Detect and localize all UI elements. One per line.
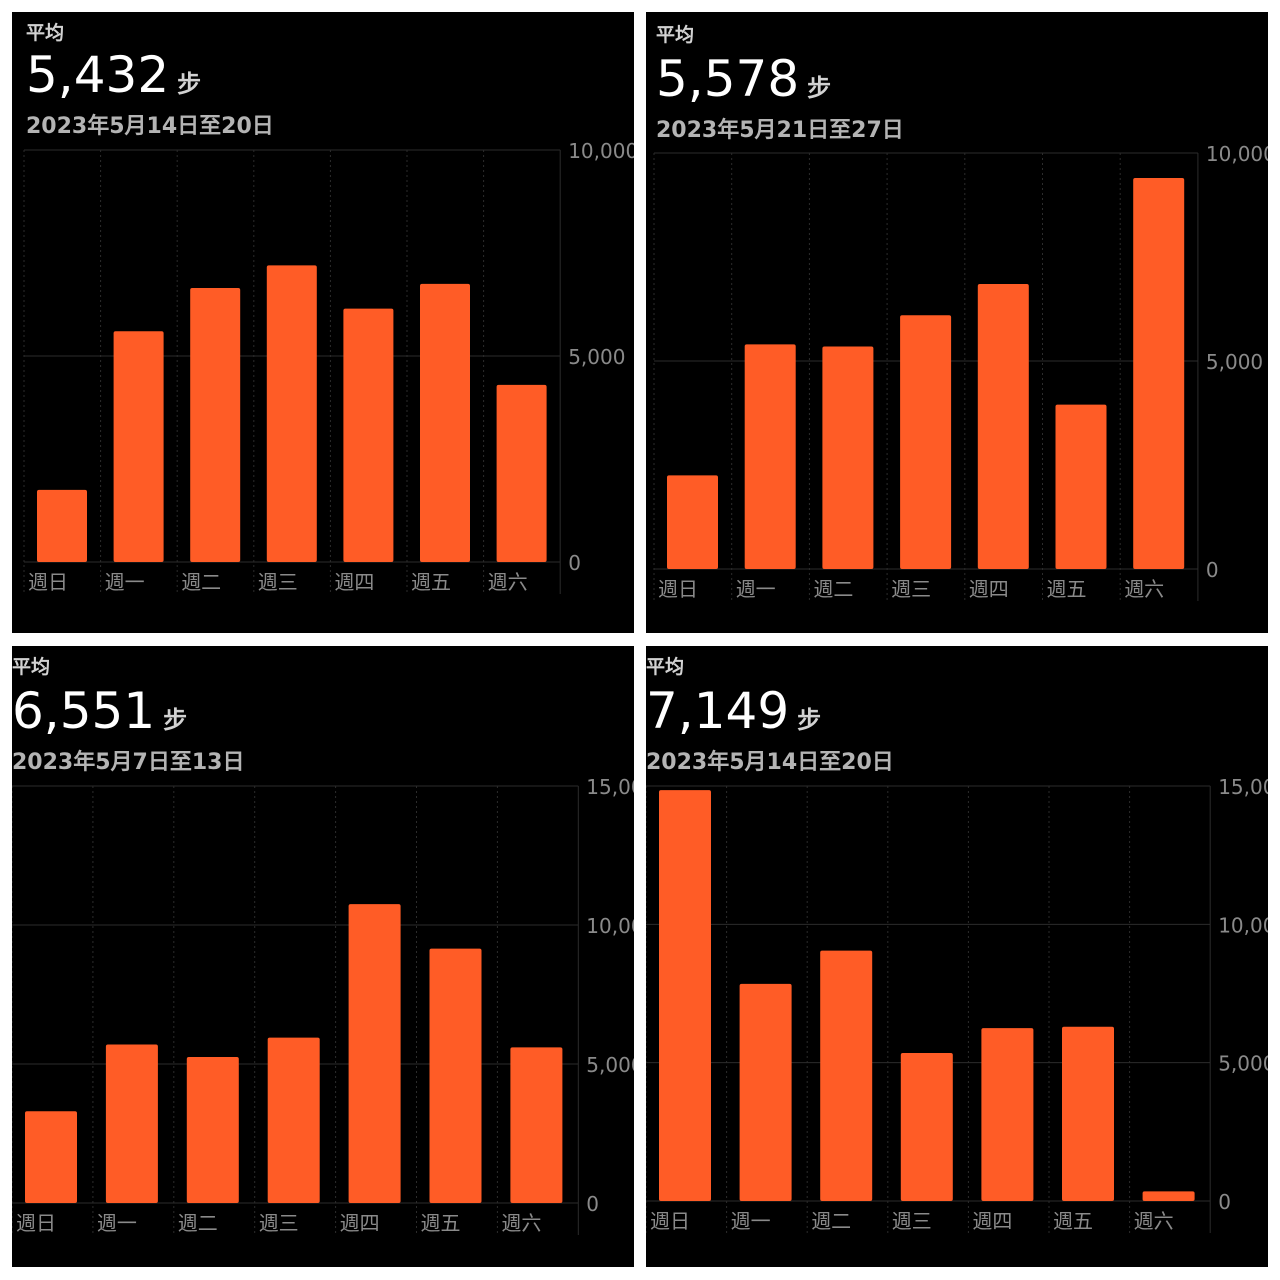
y-tick-label: 10,000 — [1218, 913, 1268, 937]
bar-chart: 0 5,000 10,000 15,000 週日 週一 週二 週三 週四 週五 週六 — [646, 775, 1268, 1233]
bar — [900, 1052, 953, 1201]
x-tick-label: 週二 — [813, 577, 853, 601]
bar — [1142, 1191, 1195, 1201]
bar — [1133, 177, 1185, 569]
x-tick-label: 週五 — [1047, 577, 1087, 601]
x-tick-label: 週日 — [658, 577, 698, 601]
x-tick-label: 週四 — [969, 577, 1009, 601]
x-tick-label: 週一 — [736, 577, 776, 601]
average-label: 平均 — [656, 24, 695, 46]
x-tick-label: 週四 — [340, 1211, 380, 1235]
y-tick-label: 10,000 — [1206, 142, 1268, 166]
y-tick-label: 0 — [1218, 1190, 1231, 1214]
x-tick-label: 週二 — [811, 1209, 851, 1233]
bar — [900, 315, 952, 569]
bar — [820, 950, 873, 1201]
bar — [113, 331, 164, 562]
y-tick-label: 0 — [568, 551, 581, 575]
bar — [190, 288, 241, 562]
y-tick-label: 10,000 — [586, 914, 634, 938]
y-tick-label: 10,000 — [568, 139, 634, 163]
average-number: 5,578 — [656, 50, 800, 108]
bar — [744, 344, 796, 569]
y-tick-label: 5,000 — [1206, 350, 1263, 374]
x-tick-label: 週一 — [97, 1211, 137, 1235]
bar — [37, 489, 87, 562]
average-value: 5,578 步 — [656, 54, 831, 104]
x-tick-label: 週日 — [650, 1209, 690, 1233]
y-tick-label: 15,000 — [586, 775, 634, 799]
x-tick-label: 週一 — [731, 1209, 771, 1233]
bar — [343, 308, 394, 562]
y-tick-label: 5,000 — [568, 345, 625, 369]
average-unit: 步 — [797, 706, 822, 734]
x-tick-label: 週六 — [1124, 577, 1164, 601]
y-tick-label: 5,000 — [1218, 1052, 1268, 1076]
bar — [822, 346, 874, 569]
x-tick-label: 週日 — [16, 1211, 56, 1235]
bar — [739, 983, 792, 1201]
average-number: 5,432 — [26, 46, 170, 104]
bar — [981, 1028, 1034, 1201]
bar — [659, 790, 711, 1201]
x-tick-label: 週六 — [1134, 1209, 1174, 1233]
bar — [1062, 1026, 1114, 1201]
x-tick-label: 週三 — [259, 1211, 299, 1235]
date-range: 2023年5月21日至27日 — [656, 118, 904, 143]
bar — [186, 1057, 239, 1203]
bar — [510, 1047, 563, 1203]
bar — [348, 904, 401, 1203]
bar — [105, 1044, 158, 1203]
x-tick-label: 週日 — [28, 570, 68, 594]
average-label: 平均 — [12, 656, 51, 678]
average-value: 7,149 步 — [646, 686, 821, 736]
x-tick-label: 週三 — [891, 577, 931, 601]
x-tick-label: 週五 — [421, 1211, 461, 1235]
x-tick-label: 週一 — [105, 570, 145, 594]
x-tick-label: 週三 — [892, 1209, 932, 1233]
bar — [267, 1037, 320, 1203]
average-number: 6,551 — [12, 682, 156, 740]
x-tick-label: 週五 — [1053, 1209, 1093, 1233]
date-range: 2023年5月14日至20日 — [26, 114, 274, 139]
average-number: 7,149 — [646, 682, 790, 740]
bar — [667, 475, 718, 569]
date-range: 2023年5月7日至13日 — [12, 750, 245, 775]
average-unit: 步 — [177, 70, 202, 98]
x-tick-label: 週四 — [334, 570, 374, 594]
x-tick-label: 週四 — [972, 1209, 1012, 1233]
average-value: 6,551 步 — [12, 686, 187, 736]
bar — [1055, 404, 1107, 569]
x-tick-label: 週六 — [501, 1211, 541, 1235]
bar — [429, 948, 482, 1203]
average-unit: 步 — [163, 706, 188, 734]
y-tick-label: 0 — [586, 1192, 599, 1216]
average-unit: 步 — [807, 74, 832, 102]
bar-chart: 0 5,000 10,000 週日 週一 週二 週三 週四 週五 週六 — [653, 142, 1268, 601]
bar-chart: 0 5,000 10,000 週日 週一 週二 週三 週四 週五 週六 — [23, 139, 634, 594]
average-value: 5,432 步 — [26, 50, 201, 100]
average-label: 平均 — [646, 656, 685, 678]
bar-chart: 0 5,000 10,000 15,000 週日 週一 週二 週三 週四 週五 週六 — [12, 775, 634, 1235]
x-tick-label: 週二 — [178, 1211, 218, 1235]
bar — [266, 265, 317, 562]
x-tick-label: 週三 — [258, 570, 298, 594]
bar — [977, 284, 1029, 569]
bar — [496, 384, 547, 562]
average-label: 平均 — [26, 22, 65, 44]
y-tick-label: 15,000 — [1218, 775, 1268, 799]
x-tick-label: 週五 — [411, 570, 451, 594]
y-tick-label: 5,000 — [586, 1053, 634, 1077]
chart-panel-1: 平均 5,432 步 2023年5月14日至20日 0 5,000 10,000 週日 週… — [12, 12, 634, 633]
x-tick-label: 週二 — [181, 570, 221, 594]
x-tick-label: 週六 — [488, 570, 528, 594]
bar — [420, 283, 470, 562]
y-tick-label: 0 — [1206, 558, 1219, 582]
date-range: 2023年5月14日至20日 — [646, 750, 894, 775]
bar — [25, 1111, 77, 1203]
